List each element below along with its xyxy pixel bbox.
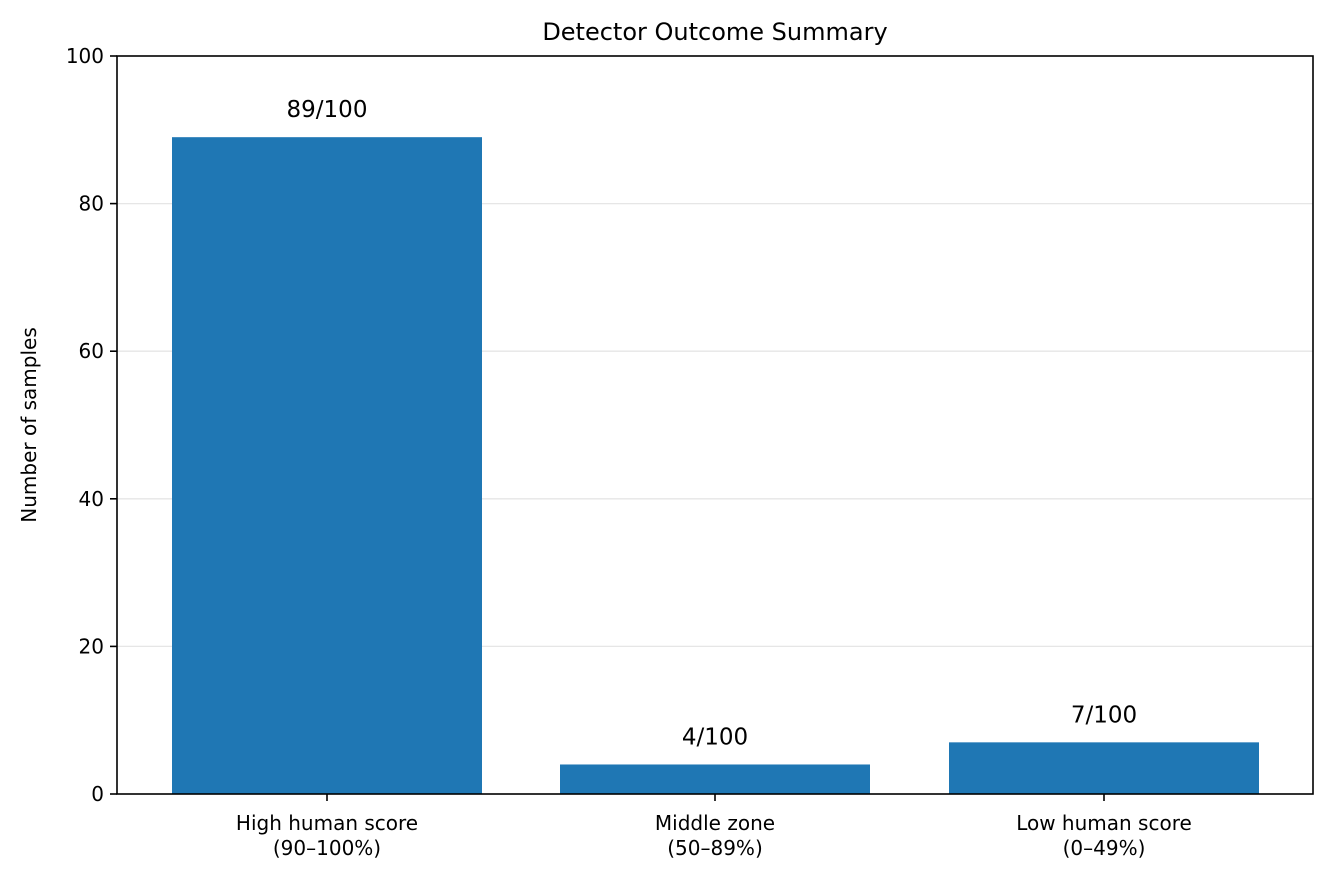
chart-title: Detector Outcome Summary (542, 18, 887, 46)
data-label: 4/100 (682, 724, 748, 750)
data-labels: 89/100 4/100 7/100 (287, 97, 1138, 750)
bar (949, 742, 1259, 794)
y-tick-label: 20 (79, 634, 104, 658)
y-tick-label: 60 (79, 339, 104, 363)
x-tick-label: High human score (90–100%) (236, 811, 418, 860)
y-axis-ticks: 0 20 40 60 80 100 (66, 44, 117, 806)
y-axis-label: Number of samples (17, 327, 41, 522)
bars (172, 137, 1259, 794)
x-axis-ticks: High human score (90–100%) Middle zone (50–… (236, 794, 1192, 860)
y-tick-label: 100 (66, 44, 104, 68)
x-tick-label-line: Middle zone (655, 811, 775, 835)
y-tick-label: 80 (79, 192, 104, 216)
x-tick-label-line: (0–49%) (1063, 836, 1146, 860)
y-tick-label: 0 (91, 782, 104, 806)
bar (172, 137, 482, 794)
x-tick-label: Low human score (0–49%) (1016, 811, 1192, 860)
x-tick-label-line: High human score (236, 811, 418, 835)
y-tick-label: 40 (79, 487, 104, 511)
data-label: 89/100 (287, 97, 368, 123)
bar (560, 764, 870, 794)
x-tick-label-line: Low human score (1016, 811, 1192, 835)
x-tick-label-line: (50–89%) (667, 836, 763, 860)
data-label: 7/100 (1071, 702, 1137, 728)
x-tick-label: Middle zone (50–89%) (655, 811, 775, 860)
x-tick-label-line: (90–100%) (273, 836, 381, 860)
